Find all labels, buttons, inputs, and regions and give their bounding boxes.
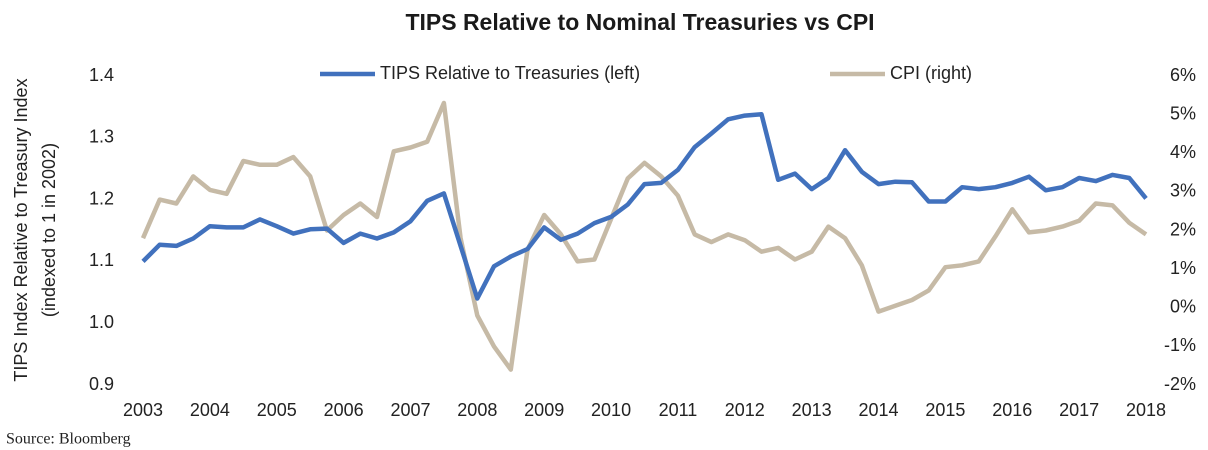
x-tick-label: 2009 xyxy=(524,400,564,420)
y2-tick-label: -1% xyxy=(1164,335,1196,355)
y2-tick-label: 1% xyxy=(1170,258,1196,278)
x-tick-label: 2008 xyxy=(457,400,497,420)
y-tick-label: 1.2 xyxy=(89,188,114,208)
x-tick-label: 2010 xyxy=(591,400,631,420)
x-tick-label: 2017 xyxy=(1059,400,1099,420)
series-line xyxy=(141,112,1148,301)
y-tick-label: 1.1 xyxy=(89,250,114,270)
y2-tick-label: 5% xyxy=(1170,103,1196,123)
x-tick-label: 2004 xyxy=(190,400,230,420)
y2-tick-label: 3% xyxy=(1170,181,1196,201)
series-line xyxy=(140,100,1148,372)
x-tick-label: 2007 xyxy=(390,400,430,420)
x-tick-label: 2015 xyxy=(925,400,965,420)
y-tick-label: 1.4 xyxy=(89,65,114,85)
y2-tick-label: 4% xyxy=(1170,142,1196,162)
source-note: Source: Bloomberg xyxy=(6,431,131,448)
legend-label: CPI (right) xyxy=(890,63,972,83)
y-axis-label: TIPS Index Relative to Treasury Index xyxy=(11,78,31,381)
y2-tick-label: 6% xyxy=(1170,65,1196,85)
y-tick-label: 1.3 xyxy=(89,127,114,147)
x-tick-label: 2018 xyxy=(1126,400,1166,420)
y-axis-label: (indexed to 1 in 2002) xyxy=(39,143,59,317)
x-tick-label: 2005 xyxy=(257,400,297,420)
y-tick-label: 0.9 xyxy=(89,374,114,394)
x-tick-label: 2013 xyxy=(792,400,832,420)
chart-title: TIPS Relative to Nominal Treasuries vs C… xyxy=(405,9,874,35)
x-tick-label: 2014 xyxy=(859,400,899,420)
x-tick-label: 2012 xyxy=(725,400,765,420)
legend-label: TIPS Relative to Treasuries (left) xyxy=(380,63,640,83)
x-tick-label: 2003 xyxy=(123,400,163,420)
y2-tick-label: 2% xyxy=(1170,219,1196,239)
y-tick-label: 1.0 xyxy=(89,312,114,332)
x-tick-label: 2006 xyxy=(324,400,364,420)
x-tick-label: 2016 xyxy=(992,400,1032,420)
x-tick-label: 2011 xyxy=(659,400,698,420)
y2-tick-label: -2% xyxy=(1164,374,1196,394)
y2-tick-label: 0% xyxy=(1170,297,1196,317)
